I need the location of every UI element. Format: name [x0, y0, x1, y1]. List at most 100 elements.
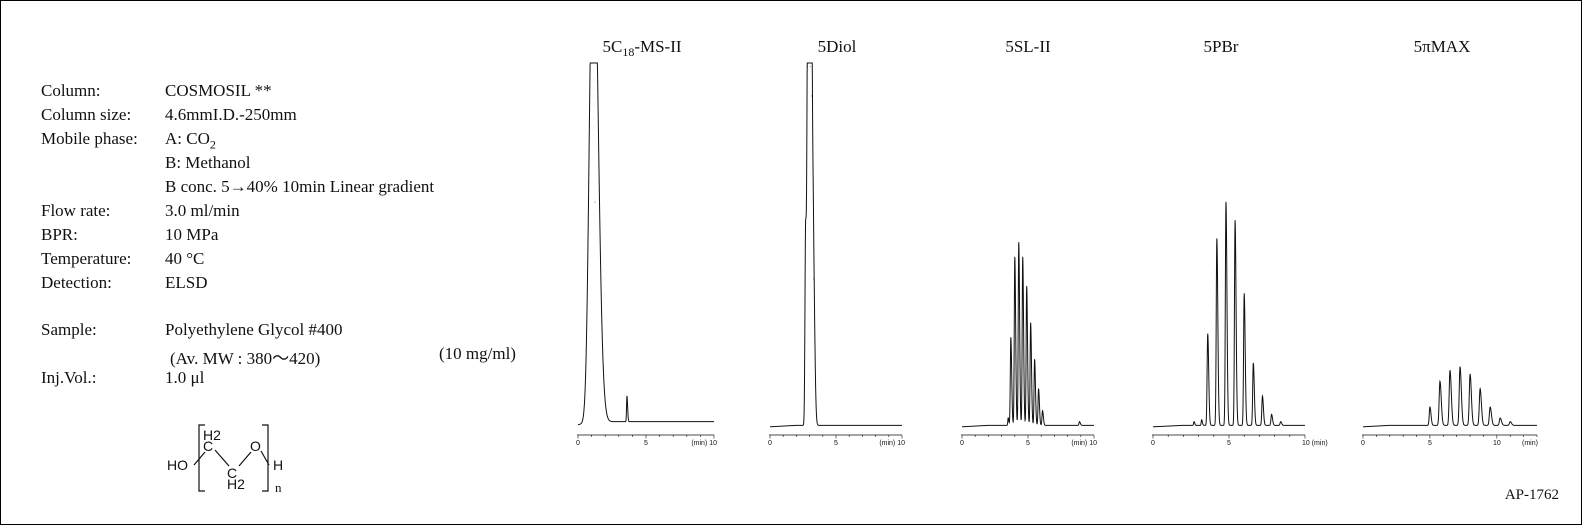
chromatogram-title: 5PBr: [1204, 37, 1239, 56]
chromatogram-trace: [770, 62, 902, 428]
peak-marker: [1042, 410, 1043, 412]
chromatogram-title: 5SL-II: [1005, 37, 1051, 56]
sample-mw: (Av. MW : 380～420): [170, 349, 321, 368]
condition-value: 4.6mmI.D.-250mm: [165, 105, 297, 125]
peak-marker: [807, 66, 809, 68]
condition-label: Mobile phase:: [41, 129, 138, 148]
condition-value-text: COSMOSIL **: [165, 81, 272, 100]
sample-value: Polyethylene Glycol #400: [165, 320, 343, 339]
condition-label: Column size:: [41, 105, 132, 124]
condition-value-text: A: CO: [165, 129, 210, 148]
peak-marker: [1225, 201, 1227, 203]
peak-marker: [1499, 417, 1501, 419]
chromatogram-title: 5C18-MS-II: [602, 37, 681, 59]
condition-value-text: ELSD: [165, 273, 208, 292]
condition-label: Column:: [41, 81, 101, 100]
peak-marker: [1026, 285, 1028, 287]
x-tick-label: 0: [1361, 440, 1365, 447]
x-tick-label: 0: [1151, 440, 1155, 447]
condition-label: Detection:: [41, 273, 112, 292]
x-tick-label: 10: [1493, 440, 1501, 447]
condition-label: Temperature:: [41, 249, 132, 268]
condition-value: 3.0 ml/min: [165, 201, 240, 221]
bond-2: [214, 449, 230, 467]
condition-value-text: B conc. 5→40% 10min Linear gradient: [165, 177, 435, 196]
peak-marker: [1280, 421, 1282, 423]
chromatogram-title: 5Diol: [818, 37, 857, 56]
peak-marker: [1449, 370, 1451, 371]
condition-value-subscript: 2: [209, 137, 216, 152]
peak-marker: [591, 62, 592, 64]
peg-structure-diagram: HO C H2 C H2 O H n: [167, 424, 283, 495]
x-tick-label: 0: [576, 440, 580, 447]
structure-c2: C: [227, 465, 237, 481]
x-tick-label: 0: [768, 440, 772, 447]
condition-value: 10 MPa: [165, 225, 218, 245]
peak-marker: [1034, 359, 1035, 360]
condition-value-text: 40 °C: [165, 249, 205, 268]
structure-c1: C: [203, 438, 213, 454]
figure-code: AP-1762: [1504, 487, 1559, 503]
peak-marker: [808, 62, 810, 64]
chromatogram-3: 5SL-II 0 5 (min) 10: [960, 37, 1097, 447]
peak-marker: [1079, 421, 1080, 423]
condition-value: ELSD: [165, 273, 208, 293]
injection-label: Inj.Vol.:: [41, 368, 97, 387]
peak-marker: [811, 95, 812, 97]
condition-value-text: 4.6mmI.D.-250mm: [165, 105, 297, 124]
x-tick-label: 5: [1428, 440, 1432, 447]
peak-marker: [805, 223, 807, 225]
x-tick-label: 0: [960, 440, 964, 447]
peak-marker: [626, 395, 628, 397]
x-tick-label: 5: [644, 440, 648, 447]
structure-h: H: [273, 457, 283, 473]
peak-marker: [1459, 366, 1461, 368]
peak-marker: [1030, 322, 1032, 324]
peak-marker: [1262, 395, 1263, 397]
chromatogram-2: 5Diol 0 5 (min) 10: [768, 37, 905, 447]
x-tick-label: (min): [1522, 440, 1538, 447]
peak-marker: [1010, 337, 1012, 338]
x-tick-label: (min) 10: [691, 440, 717, 447]
condition-value: 40 °C: [165, 249, 204, 269]
structure-n: n: [275, 480, 282, 495]
chromatogram-title: 5πMAX: [1414, 37, 1471, 56]
peak-marker: [1439, 381, 1441, 382]
peak-marker: [594, 201, 596, 203]
injection-value: 1.0 μl: [165, 368, 205, 387]
condition-value-text: 10 MPa: [165, 225, 219, 244]
peak-marker: [1018, 241, 1020, 243]
peak-marker: [1234, 219, 1236, 221]
peak-marker: [1216, 238, 1218, 240]
bond-3: [238, 451, 252, 467]
condition-label: BPR:: [41, 225, 78, 244]
chromatogram-trace: [1362, 366, 1537, 428]
x-tick-label: (min) 10: [879, 440, 905, 447]
chromatogram-trace: [1153, 202, 1305, 428]
peak-marker: [1014, 256, 1016, 258]
peak-marker: [1479, 388, 1481, 390]
structure-ho: HO: [167, 457, 188, 473]
peak-marker: [1429, 406, 1431, 408]
chromatogram-5: 5πMAX 0 5 10 (min): [1361, 37, 1538, 447]
chromatogram-trace: [962, 242, 1094, 428]
x-tick-label: 5: [834, 440, 838, 447]
peak-marker: [1038, 388, 1039, 390]
condition-value-text: 3.0 ml/min: [165, 201, 240, 220]
condition-value: B: Methanol: [165, 153, 250, 173]
chromatogram-4: 5PBr 0 5 10 (min): [1151, 37, 1328, 447]
peak-marker: [1022, 256, 1024, 258]
peak-marker: [1193, 421, 1195, 423]
peak-marker: [1271, 413, 1272, 415]
structure-o: O: [250, 438, 261, 454]
condition-value-text: B: Methanol: [165, 153, 251, 172]
chromatogram-panel: 5C18-MS-II 0 5 (min) 10 5Diol 0 5 (min) 10 5SL-I…: [576, 37, 1538, 447]
condition-value: A: CO2: [165, 129, 216, 154]
peak-marker: [1489, 406, 1491, 408]
condition-value: B conc. 5→40% 10min Linear gradient: [165, 177, 434, 197]
peak-marker: [813, 278, 814, 280]
peak-marker: [1207, 333, 1209, 335]
sample-label: Sample:: [41, 320, 97, 339]
peak-marker: [1509, 421, 1511, 423]
